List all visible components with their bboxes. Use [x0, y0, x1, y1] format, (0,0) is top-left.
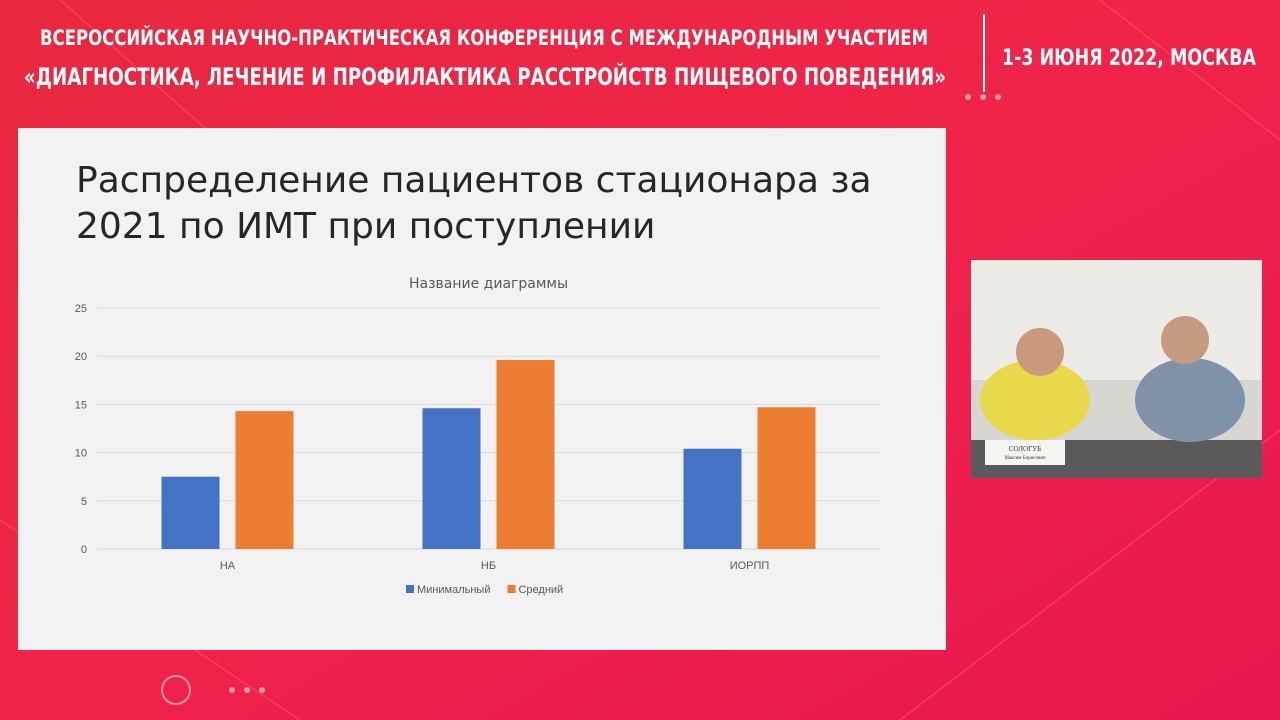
video-panel: СОЛОГУБ Максим Борисович: [971, 260, 1262, 478]
decor-dots: [229, 94, 1001, 693]
bar: [757, 407, 816, 549]
header-date: 1-3 ИЮНЯ 2022, МОСКВА: [1002, 46, 1256, 71]
x-tick-label: НА: [220, 560, 236, 572]
header-line1: ВСЕРОССИЙСКАЯ НАУЧНО-ПРАКТИЧЕСКАЯ КОНФЕР…: [40, 25, 928, 50]
y-tick-label: 10: [75, 448, 87, 460]
legend-label: Минимальный: [417, 584, 490, 596]
y-tick-label: 15: [75, 399, 87, 411]
legend-swatch: [507, 585, 516, 593]
bar: [422, 408, 481, 549]
legend-label: Средний: [518, 584, 563, 596]
header-line2: «ДИАГНОСТИКА, ЛЕЧЕНИЕ И ПРОФИЛАКТИКА РАС…: [24, 62, 946, 91]
decor-circle: [161, 675, 191, 705]
y-tick-label: 25: [75, 303, 87, 315]
y-tick-label: 5: [81, 496, 87, 508]
bar: [235, 411, 294, 549]
bar: [496, 360, 555, 549]
bar: [161, 476, 220, 549]
slide-title: Распределение пациентов стационара за: [76, 160, 872, 201]
slide: [18, 128, 946, 650]
nameplate-sub: Максим Борисович: [1004, 456, 1046, 461]
x-tick-label: НБ: [481, 560, 496, 572]
y-tick-label: 0: [81, 544, 87, 556]
x-tick-label: ИОРПП: [730, 560, 770, 572]
bar: [683, 448, 742, 549]
slide-title: 2021 по ИМТ при поступлении: [76, 206, 655, 247]
legend-swatch: [406, 585, 414, 593]
nameplate: СОЛОГУБ: [1009, 445, 1041, 453]
y-tick-label: 20: [75, 351, 87, 363]
chart-title: Название диаграммы: [409, 276, 568, 292]
